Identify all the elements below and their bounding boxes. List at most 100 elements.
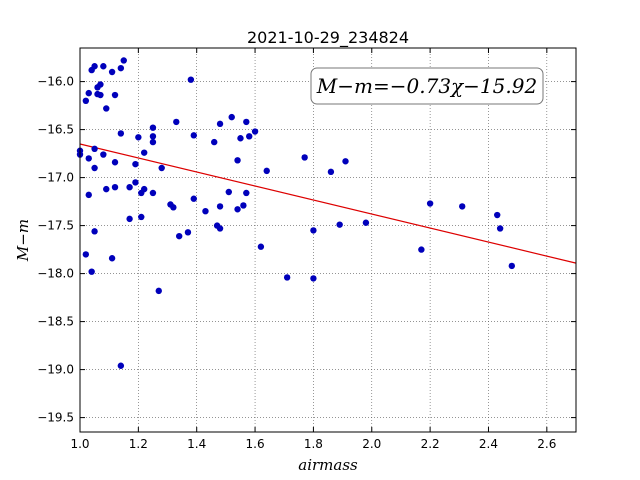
data-point [496, 225, 504, 232]
plot-area [80, 48, 576, 432]
data-point [140, 149, 148, 156]
data-point [132, 179, 139, 186]
y-tick-label: −18.0 [37, 267, 74, 281]
y-tick-label: −16.5 [37, 123, 74, 137]
data-point [132, 160, 139, 168]
data-point [103, 105, 110, 112]
x-axis-label: airmass [298, 456, 358, 474]
data-point [426, 200, 434, 207]
data-point [216, 225, 224, 232]
data-point [263, 167, 270, 175]
x-tick-label: 2.2 [421, 437, 440, 451]
x-tick-label: 2.6 [537, 437, 556, 451]
x-tick-label: 1.4 [187, 437, 206, 451]
chart-title: 2021-10-29_234824 [247, 28, 409, 48]
data-point [117, 64, 125, 72]
data-point [246, 133, 253, 140]
data-point [257, 243, 265, 250]
plot-frame [79, 47, 577, 433]
x-axis: 1.0 1.2 1.4 1.6 1.8 2.0 2.2 2.4 2.6 [70, 48, 556, 451]
annotation-box [310, 67, 544, 105]
data-point [310, 227, 317, 234]
data-point [88, 268, 95, 275]
data-point [234, 206, 241, 213]
fit-line-group [79, 143, 577, 264]
data-point [97, 91, 104, 99]
y-tick-label: −19.0 [37, 363, 74, 377]
data-point [190, 195, 197, 202]
data-point [155, 287, 162, 295]
y-axis: −16.0 −16.5 −17.0 −17.5 −18.0 −18.5 −19.0 −19.5 [37, 75, 576, 425]
data-point [225, 188, 232, 196]
data-point [117, 362, 125, 369]
data-point [82, 97, 90, 105]
x-tick-label: 1.6 [246, 437, 265, 451]
data-point [91, 63, 98, 70]
data-point [91, 145, 98, 152]
data-point [135, 134, 142, 141]
y-tick-label: −18.5 [37, 315, 74, 329]
y-axis-label: M−m [14, 219, 32, 262]
data-point [85, 155, 92, 162]
data-point [103, 185, 110, 193]
fit-equation-annotation: M−m=−0.73χ−15.92 [316, 74, 537, 98]
data-point [149, 189, 157, 197]
fit-line [79, 143, 577, 264]
x-tick-label: 1.0 [70, 437, 89, 451]
data-point [138, 213, 145, 221]
data-point [211, 138, 218, 146]
data-point [342, 158, 349, 165]
x-tick-label: 1.2 [129, 437, 148, 451]
data-point [176, 232, 183, 240]
data-point [91, 164, 98, 172]
data-point [149, 124, 157, 131]
y-tick-label: −17.0 [37, 171, 74, 185]
data-point [216, 120, 224, 128]
x-tick-label: 2.0 [362, 437, 381, 451]
data-point [187, 76, 195, 83]
data-point [336, 221, 343, 228]
data-point [202, 208, 209, 215]
data-point [459, 203, 466, 210]
x-tick-label: 2.4 [479, 437, 498, 451]
data-point [184, 229, 192, 236]
data-point [97, 81, 104, 88]
data-point [170, 204, 177, 211]
data-point [100, 63, 107, 70]
data-point [240, 202, 247, 209]
data-point [91, 228, 98, 235]
data-point [237, 135, 244, 142]
data-point [283, 274, 291, 281]
data-point [149, 138, 157, 146]
data-point [117, 130, 125, 137]
y-tick-label: −17.5 [37, 219, 74, 233]
data-point [362, 219, 370, 226]
data-point [111, 91, 119, 99]
data-point [140, 185, 148, 193]
y-tick-label: −19.5 [37, 411, 74, 425]
data-point [85, 191, 92, 199]
data-point [126, 215, 133, 223]
data-point [111, 159, 119, 166]
data-point [120, 57, 127, 64]
data-point [111, 184, 119, 191]
points-group [76, 57, 516, 369]
data-point [508, 262, 516, 270]
data-point [126, 184, 133, 191]
data-point [327, 168, 335, 176]
data-point [149, 133, 157, 140]
y-tick-label: −16.0 [37, 75, 74, 89]
data-point [85, 89, 92, 97]
data-point [494, 211, 501, 219]
data-point [310, 275, 317, 282]
x-tick-label: 1.8 [304, 437, 323, 451]
data-point [418, 246, 425, 253]
data-point [228, 113, 235, 121]
data-point [216, 203, 224, 210]
data-point [190, 132, 197, 139]
data-point [100, 151, 107, 158]
data-point [251, 128, 259, 135]
data-point [108, 68, 116, 76]
data-point [173, 118, 180, 126]
